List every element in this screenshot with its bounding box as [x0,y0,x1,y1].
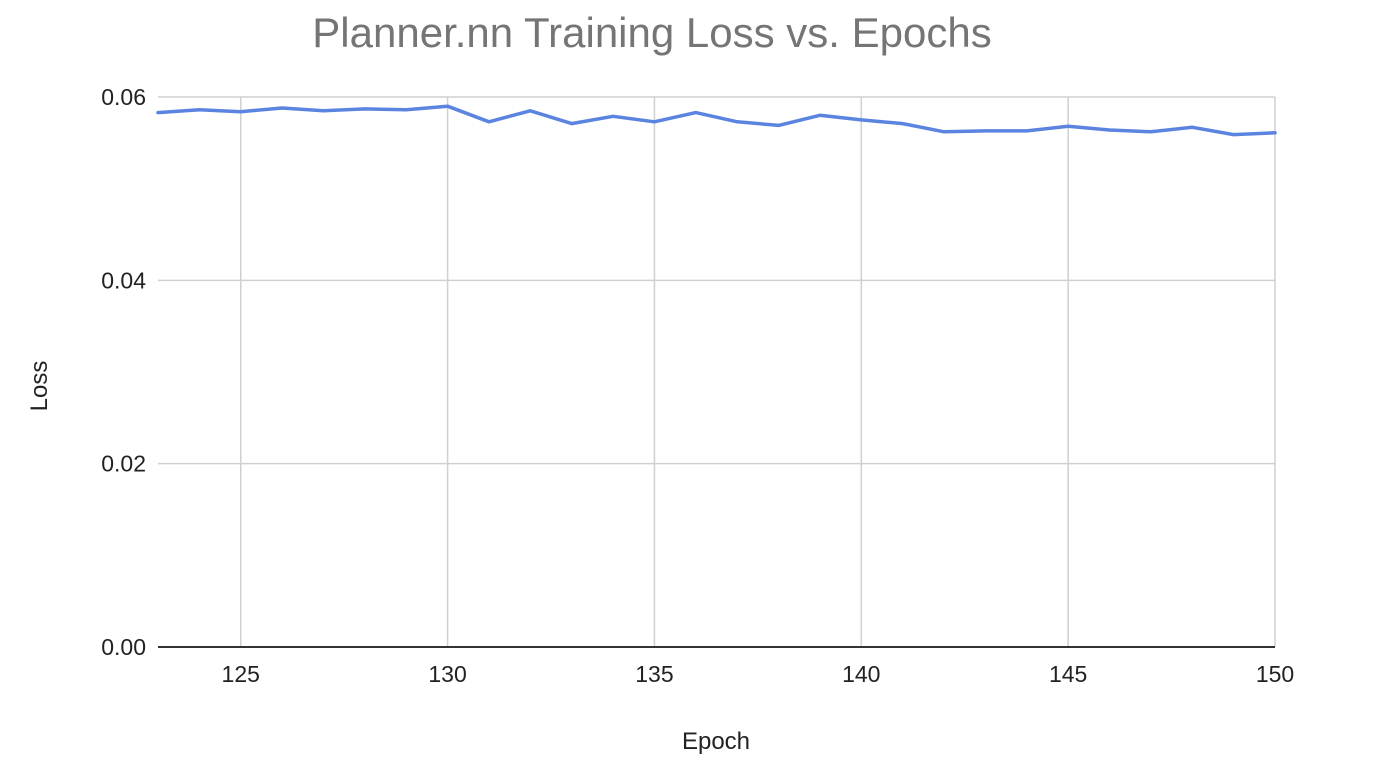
x-axis-ticks: 125 130 135 140 145 150 [222,661,1295,687]
loss-series-line [156,104,1277,137]
y-axis-label: Loss [26,361,53,412]
series-layer [156,104,1277,137]
x-tick-label: 130 [428,661,466,687]
y-tick-label: 0.06 [101,84,146,110]
x-tick-label: 125 [222,661,260,687]
grid [158,96,1276,648]
y-tick-label: 0.02 [101,451,146,477]
x-axis-label: Epoch [682,728,750,755]
y-tick-label: 0.00 [101,634,146,660]
x-tick-label: 140 [842,661,880,687]
x-tick-label: 145 [1049,661,1087,687]
chart-title: Planner.nn Training Loss vs. Epochs [312,9,991,56]
y-axis-ticks: 0.00 0.02 0.04 0.06 [101,84,146,660]
y-tick-label: 0.04 [101,267,146,293]
x-tick-label: 135 [635,661,673,687]
x-tick-label: 150 [1256,661,1294,687]
